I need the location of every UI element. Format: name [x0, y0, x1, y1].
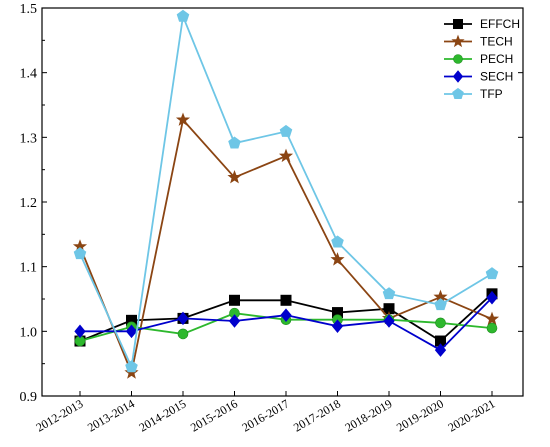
- x-tick-label: 2016-2017: [239, 396, 291, 434]
- x-tick-label: 2012-2013: [33, 396, 85, 434]
- y-tick-label: 1.0: [20, 325, 38, 340]
- point-pech: [177, 328, 189, 340]
- point-tfp: [176, 9, 190, 22]
- point-sech: [177, 311, 189, 326]
- point-sech: [228, 314, 241, 328]
- legend-marker: [451, 34, 465, 48]
- point-tfp: [125, 360, 138, 373]
- legend-marker: [452, 87, 464, 99]
- point-pech: [486, 322, 498, 334]
- legend-item-tfp: TFP: [444, 87, 503, 101]
- point-tfp: [279, 124, 293, 137]
- point-sech: [434, 343, 447, 357]
- point-tfp: [434, 298, 447, 311]
- point-tfp: [331, 235, 344, 248]
- point-sech: [486, 290, 498, 305]
- point-tfp: [228, 136, 241, 149]
- point-sech: [383, 314, 395, 328]
- legend-label: SECH: [480, 70, 513, 84]
- point-sech: [125, 324, 138, 339]
- legend-label: EFFCH: [480, 17, 520, 31]
- y-tick-label: 1.4: [20, 67, 38, 82]
- y-tick-label: 1.3: [20, 131, 38, 146]
- x-tick-label: 2019-2020: [394, 396, 446, 434]
- legend-label: TECH: [480, 35, 513, 49]
- point-effch: [229, 294, 240, 306]
- y-tick-label: 1.2: [20, 196, 38, 211]
- legend-item-effch: EFFCH: [444, 17, 520, 31]
- point-tech: [227, 170, 242, 184]
- legend-marker: [453, 19, 463, 29]
- point-pech: [435, 317, 446, 329]
- point-tech: [175, 112, 191, 126]
- x-tick-label: 2018-2019: [342, 396, 394, 434]
- point-effch: [280, 294, 292, 306]
- legend-item-sech: SECH: [444, 70, 513, 84]
- legend-item-tech: TECH: [444, 35, 513, 49]
- legend-label: TFP: [480, 87, 503, 101]
- series-layer: [72, 9, 500, 379]
- x-tick-label: 2013-2014: [85, 396, 137, 434]
- x-tick-label: 2017-2018: [291, 396, 343, 434]
- series-tfp: [73, 9, 499, 373]
- point-tfp: [485, 267, 499, 280]
- point-tech: [330, 252, 345, 266]
- legend: EFFCH TECH PECH SECH TFP: [444, 17, 520, 101]
- y-tick-label: 1.5: [20, 2, 38, 17]
- point-tech: [484, 311, 500, 326]
- point-tech: [278, 148, 294, 163]
- legend-marker: [452, 70, 464, 83]
- point-sech: [280, 308, 292, 322]
- x-tick-label: 2020-2021: [445, 396, 497, 434]
- x-tick-label: 2014-2015: [136, 396, 188, 434]
- series-sech: [74, 290, 498, 357]
- plot-frame: [41, 7, 524, 397]
- legend-label: PECH: [480, 52, 513, 66]
- point-tfp: [73, 247, 87, 260]
- x-tick-label: 2015-2016: [188, 396, 240, 434]
- point-sech: [331, 319, 344, 333]
- legend-marker: [453, 54, 463, 64]
- y-tick-label: 0.9: [20, 390, 38, 405]
- y-tick-label: 1.1: [20, 261, 38, 276]
- legend-item-pech: PECH: [444, 52, 513, 66]
- point-sech: [74, 324, 86, 339]
- point-tfp: [382, 287, 396, 300]
